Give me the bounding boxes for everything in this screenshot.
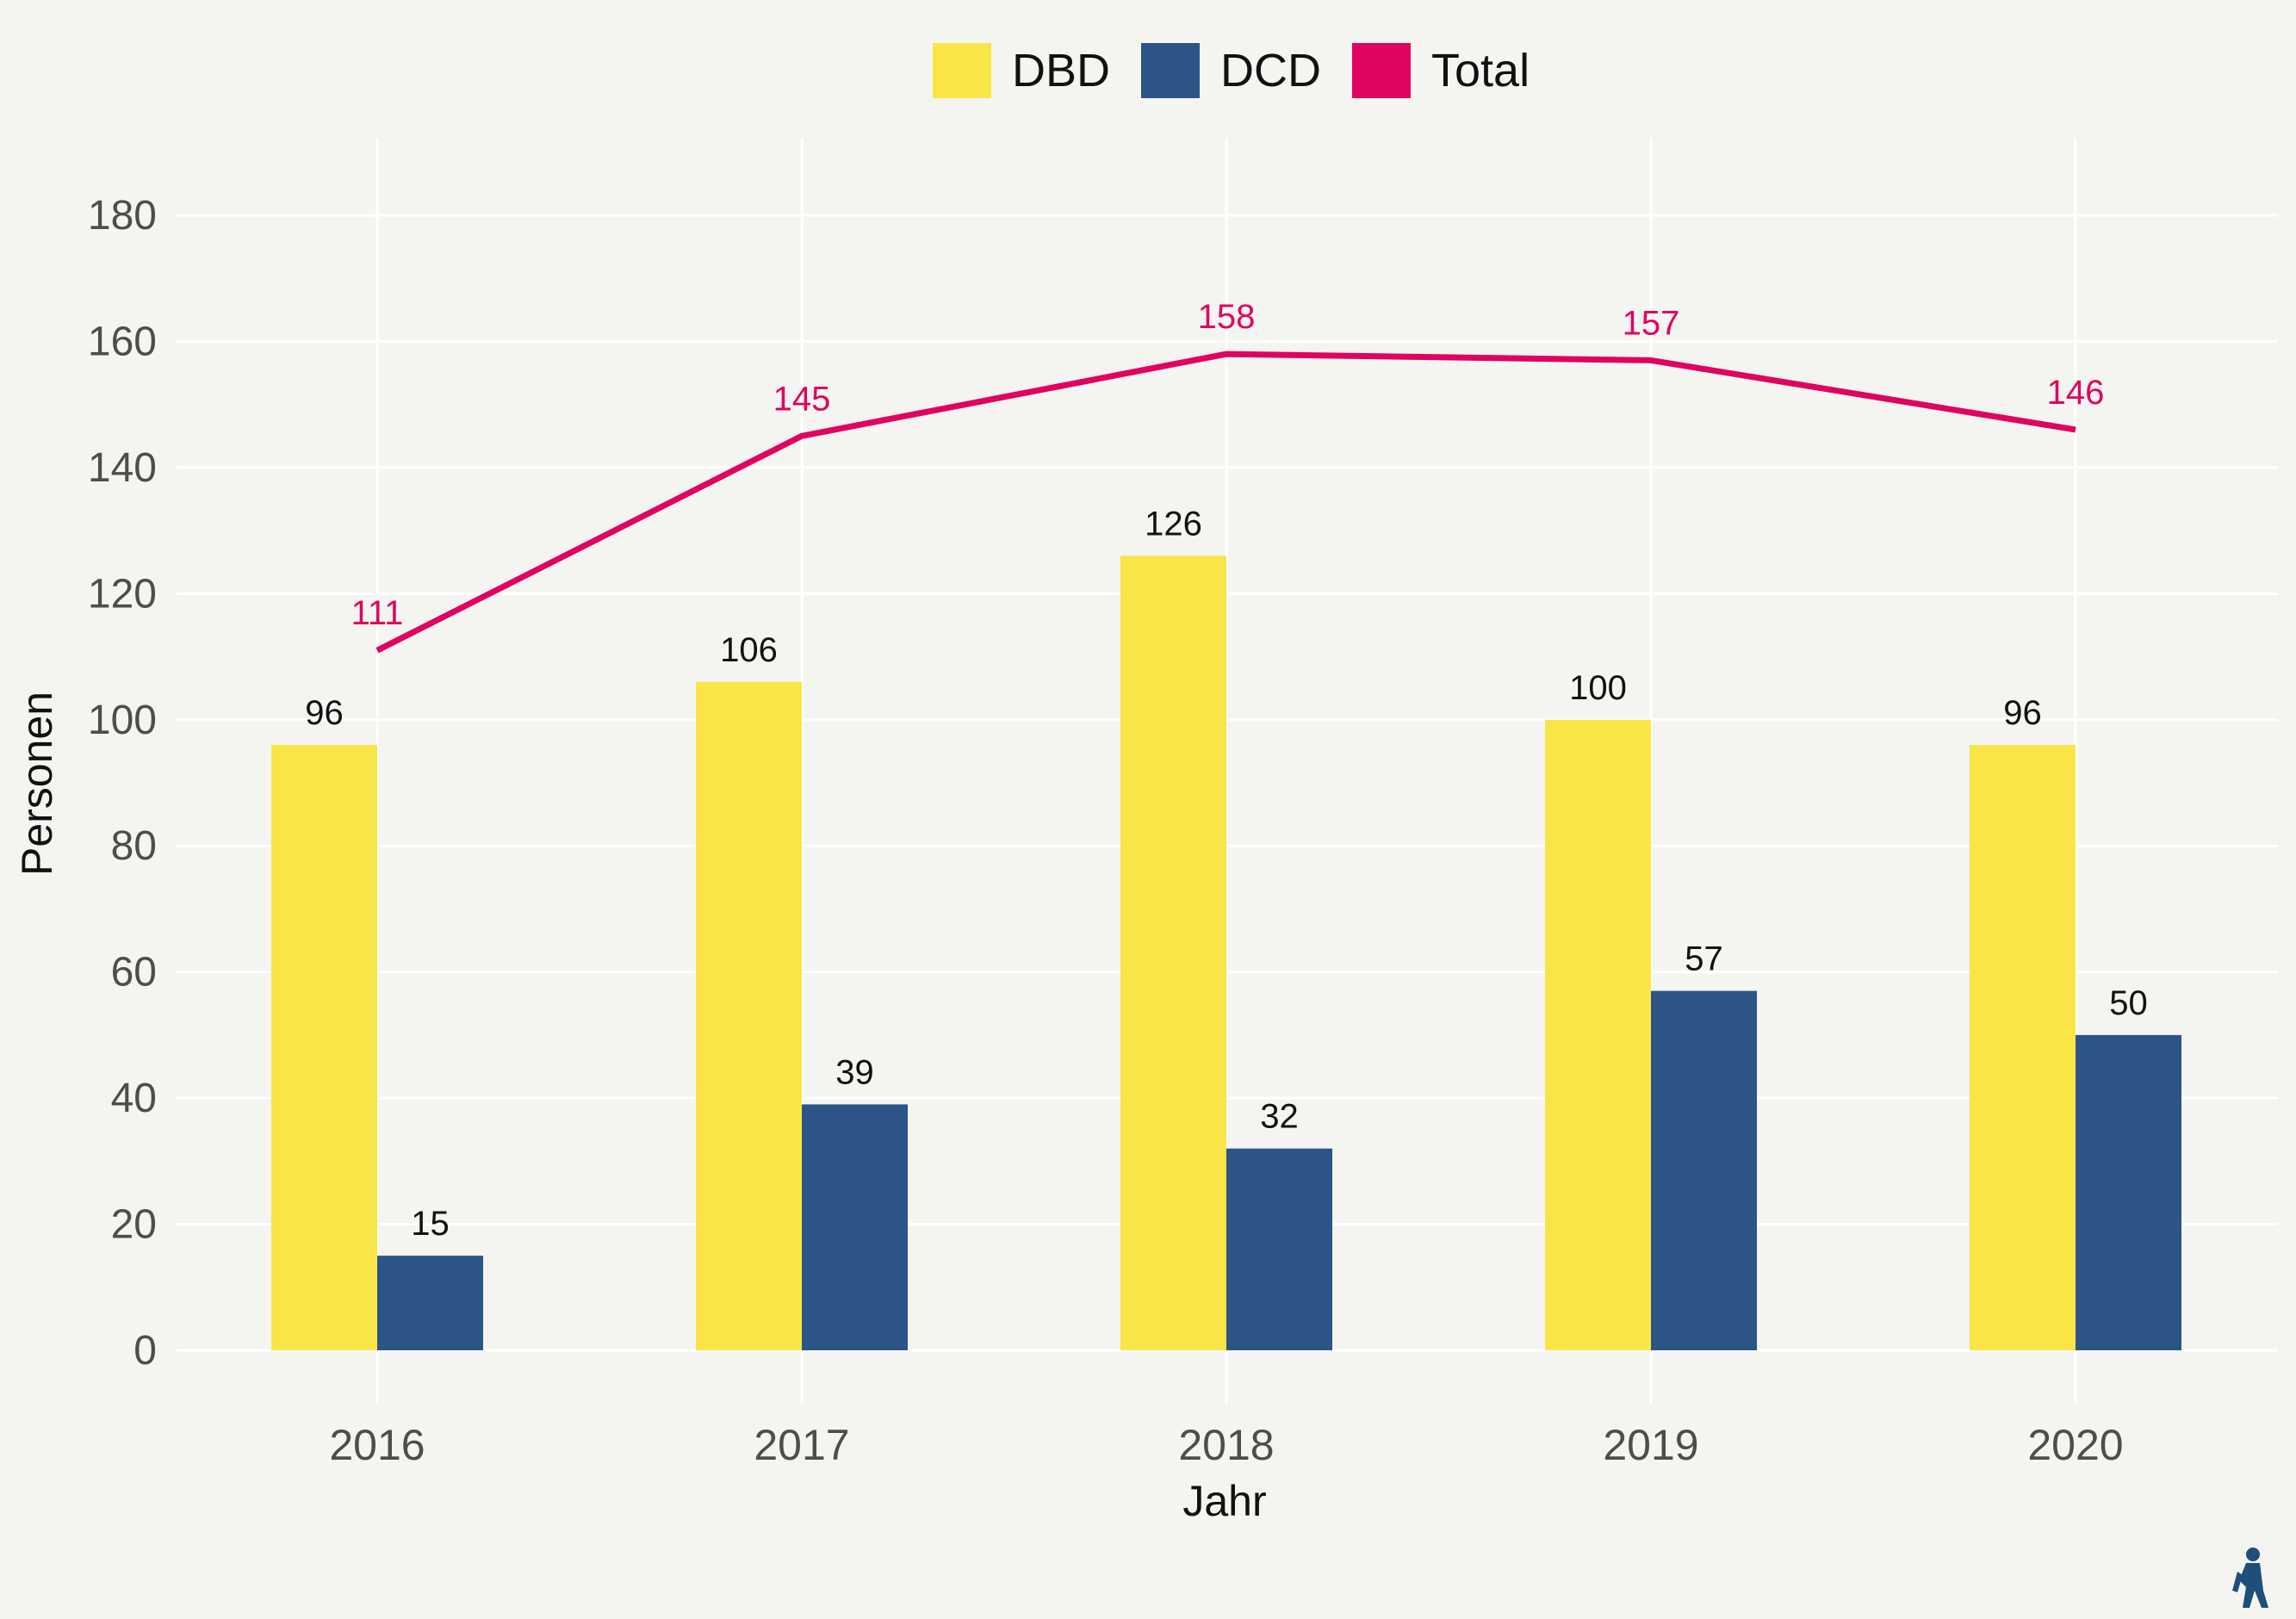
y-tick-label: 20 (111, 1202, 157, 1248)
y-tick-label: 60 (111, 950, 157, 996)
bar-data-label: 96 (305, 694, 344, 732)
bar-data-label: 39 (835, 1053, 874, 1091)
x-tick-label: 2016 (329, 1421, 425, 1469)
bar-data-label: 32 (1260, 1098, 1299, 1136)
bar-data-label: 126 (1145, 505, 1202, 543)
bar-data-label: 100 (1569, 669, 1627, 707)
y-tick-label: 40 (111, 1076, 157, 1121)
bar-data-label: 106 (720, 631, 778, 669)
bar-data-label: 50 (2109, 984, 2148, 1022)
bar-dbd (1970, 745, 2076, 1350)
legend-swatch-total (1352, 43, 1411, 98)
x-tick-label: 2018 (1178, 1421, 1274, 1469)
y-axis-title: Personen (13, 692, 61, 876)
legend-swatch-dbd (933, 43, 991, 98)
bar-dbd (696, 682, 802, 1350)
bar-data-label: 96 (2003, 694, 2042, 732)
x-tick-label: 2017 (754, 1421, 849, 1469)
legend-swatch-dcd (1141, 43, 1200, 98)
y-tick-label: 80 (111, 823, 157, 869)
line-data-label: 157 (1623, 304, 1680, 342)
x-tick-label: 2020 (2027, 1421, 2123, 1469)
y-tick-label: 0 (133, 1328, 157, 1374)
legend: DBD DCD Total (933, 43, 1530, 98)
bar-dbd (271, 745, 377, 1350)
y-tick-label: 160 (88, 319, 157, 364)
legend-label-dbd: DBD (1012, 45, 1110, 96)
x-tick-label: 2019 (1603, 1421, 1698, 1469)
y-tick-label: 180 (88, 193, 157, 239)
bar-dcd (1651, 991, 1757, 1350)
line-data-label: 158 (1198, 298, 1256, 336)
line-data-label: 146 (2047, 374, 2105, 412)
bar-dcd (802, 1104, 908, 1350)
bar-data-label: 15 (411, 1205, 450, 1243)
bar-dcd (377, 1256, 483, 1350)
y-tick-label: 120 (88, 571, 157, 617)
bar-dcd (1226, 1149, 1332, 1350)
y-tick-label: 100 (88, 698, 157, 743)
bar-dcd (2076, 1035, 2181, 1350)
bar-dbd (1545, 720, 1651, 1350)
bar-data-label: 57 (1685, 940, 1723, 978)
line-data-label: 111 (351, 594, 404, 632)
line-data-label: 145 (773, 380, 831, 418)
x-axis-title: Jahr (1182, 1477, 1266, 1525)
legend-label-total: Total (1431, 45, 1530, 96)
legend-label-dcd: DCD (1220, 45, 1321, 96)
y-tick-label: 140 (88, 445, 157, 491)
bar-dbd (1120, 555, 1226, 1350)
